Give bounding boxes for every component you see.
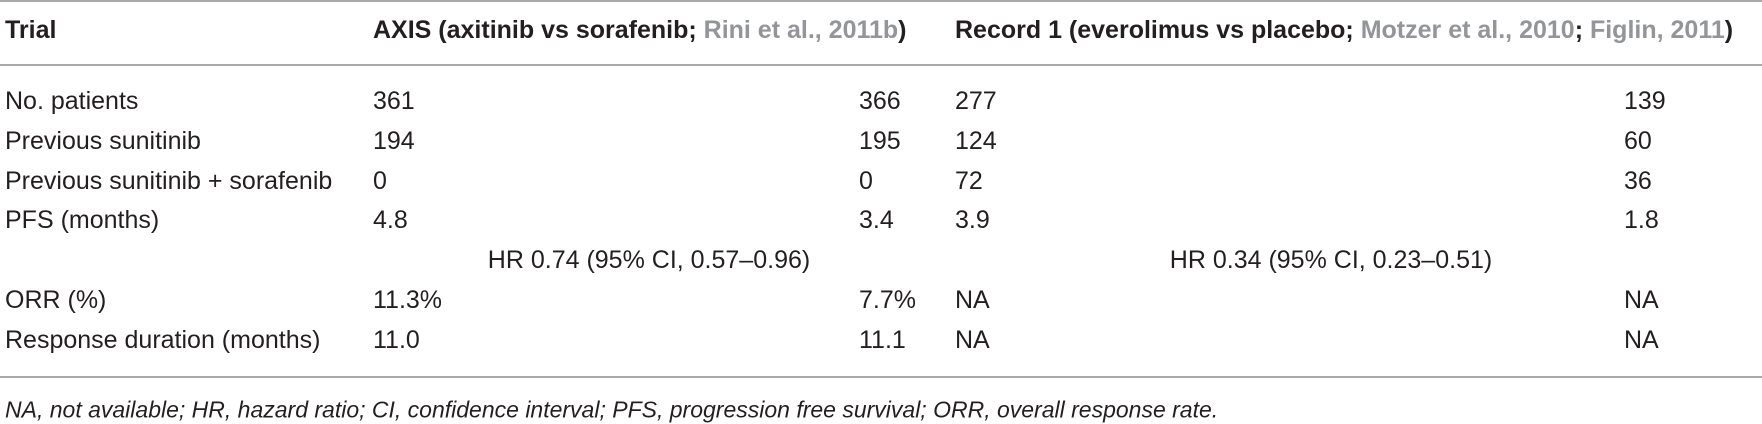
header-trial: Trial [5, 16, 57, 44]
axis-axitinib-value: 194 [373, 127, 415, 155]
record-placebo-value: 36 [1624, 167, 1652, 195]
record-everolimus-value: 277 [955, 87, 997, 115]
axis-sorafenib-value: 3.4 [859, 206, 894, 234]
axis-sorafenib-value: 0 [859, 167, 873, 195]
table-bottom-rule [0, 376, 1762, 378]
record-placebo-value: 60 [1624, 127, 1652, 155]
row-label: Previous sunitinib + sorafenib [5, 167, 333, 195]
axis-axitinib-value: 11.3% [373, 286, 443, 314]
record-placebo-value: NA [1624, 326, 1659, 354]
axis-axitinib-value: 11.0 [373, 326, 420, 354]
header-record-sep: ; [1574, 16, 1590, 44]
record-everolimus-value: 72 [955, 167, 983, 195]
record-everolimus-value: NA [955, 326, 990, 354]
header-record-reference-link-1[interactable]: Motzer et al., 2010 [1360, 16, 1575, 44]
axis-axitinib-value: 0 [373, 167, 387, 195]
header-record-title: Record 1 (everolimus vs placebo; [955, 16, 1361, 44]
axis-sorafenib-value: 11.1 [859, 326, 906, 354]
header-rule [0, 64, 1762, 66]
table-top-rule [0, 0, 1762, 2]
axis-sorafenib-value: 7.7% [859, 286, 916, 314]
header-axis-reference-link[interactable]: Rini et al., 2011b [703, 16, 899, 44]
axis-sorafenib-value: 195 [859, 127, 901, 155]
record-everolimus-value: 3.9 [955, 206, 990, 234]
row-label: ORR (%) [5, 286, 107, 314]
record-placebo-value: NA [1624, 286, 1659, 314]
row-label: Previous sunitinib [5, 127, 201, 155]
header-record-reference-link-2[interactable]: Figlin, 2011 [1589, 16, 1725, 44]
row-label: Response duration (months) [5, 326, 321, 354]
row-label: No. patients [5, 87, 139, 115]
axis-sorafenib-value: 366 [859, 87, 901, 115]
header-record-close: ) [1724, 16, 1734, 44]
header-axis: AXIS (axitinib vs sorafenib; Rini et al.… [373, 15, 907, 45]
record-placebo-value: 1.8 [1624, 206, 1659, 234]
record-everolimus-value: NA [955, 286, 990, 314]
header-record: Record 1 (everolimus vs placebo; Motzer … [955, 15, 1733, 45]
record-hazard-ratio: HR 0.34 (95% CI, 0.23–0.51) [1169, 246, 1493, 274]
header-axis-title: AXIS (axitinib vs sorafenib; [373, 16, 704, 44]
row-label: PFS (months) [5, 206, 160, 234]
table-footnote: NA, not available; HR, hazard ratio; CI,… [5, 396, 1219, 423]
axis-hazard-ratio: HR 0.74 (95% CI, 0.57–0.96) [487, 246, 811, 274]
record-placebo-value: 139 [1624, 87, 1666, 115]
record-everolimus-value: 124 [955, 127, 997, 155]
header-axis-close: ) [898, 16, 907, 44]
axis-axitinib-value: 361 [373, 87, 415, 115]
axis-axitinib-value: 4.8 [373, 206, 408, 234]
